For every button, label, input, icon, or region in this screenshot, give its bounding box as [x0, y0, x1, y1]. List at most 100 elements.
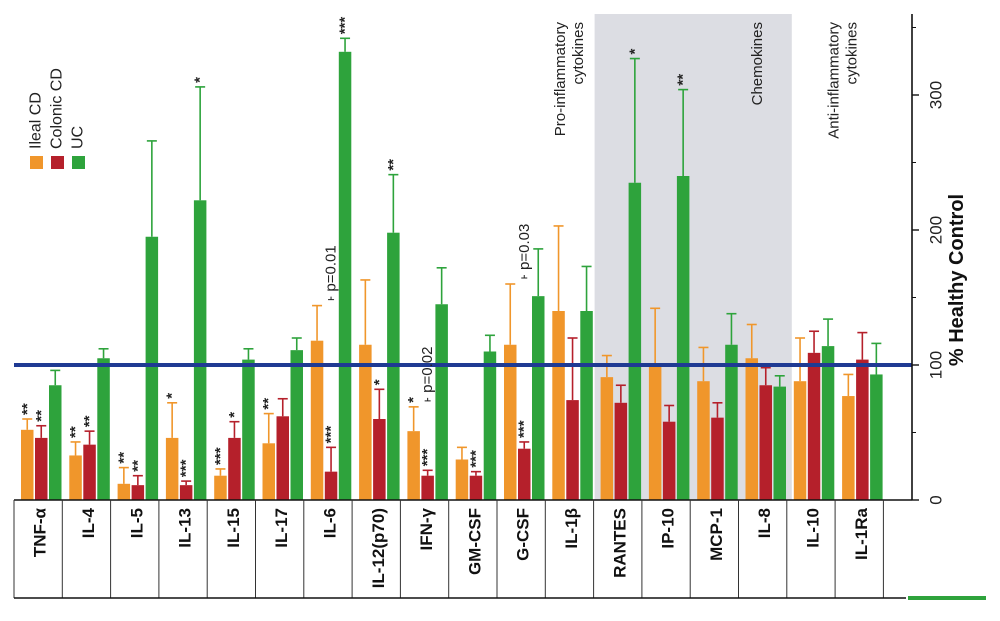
- category-label-il-8: IL-8: [755, 508, 774, 538]
- group-label-chemokines: Chemokines: [749, 22, 766, 105]
- bar-uc-gm-csf: [483, 351, 497, 500]
- error-bars: [22, 37, 882, 486]
- legend-label-colonic-cd: Colonic CD: [49, 68, 66, 149]
- significance-ileal-cd-ifn: *: [405, 397, 422, 403]
- bar-uc-g-csf: [532, 296, 545, 500]
- bar-colonic-cd-il-10: [807, 352, 821, 500]
- bar-colonic-cd-rantes: [614, 402, 628, 500]
- significance-colonic-cd-gm-csf: ***: [467, 450, 484, 468]
- group-label-cytokines: cytokines: [570, 22, 587, 85]
- significance-uc-ip-10: **: [675, 74, 692, 86]
- category-label-il-6: IL-6: [320, 508, 339, 538]
- bar-ileal-cd-il-13: [165, 437, 179, 500]
- significance-ileal-cd-tnf: **: [19, 403, 36, 415]
- category-label-il-5: IL-5: [127, 508, 146, 538]
- bar-colonic-cd-tnf: [35, 437, 48, 500]
- category-label-il-4: IL-4: [79, 507, 98, 538]
- category-label-gm-csf: GM-CSF: [465, 508, 484, 575]
- axes: 0 100 200 300 % Healthy Control: [13, 14, 986, 600]
- group-label-pro-inflammatory: Pro-inflammatory: [552, 22, 569, 137]
- bar-uc-il-1: [580, 311, 593, 500]
- bar-colonic-cd-il-17: [276, 416, 289, 500]
- bar-colonic-cd-gm-csf: [469, 475, 483, 500]
- bar-ileal-cd-rantes: [600, 377, 614, 500]
- bar-ileal-cd-ifn: [407, 431, 420, 500]
- bar-colonic-cd-il-13: [179, 485, 193, 500]
- significance-colonic-cd-g-csf: ***: [516, 420, 533, 438]
- pvalue-il-6: p=0.01: [323, 245, 340, 291]
- category-label-il-17: IL-17: [272, 508, 291, 548]
- bar-uc-il-8: [773, 386, 786, 500]
- y-tick-label-0: 0: [927, 495, 946, 504]
- category-label-il-15: IL-15: [224, 508, 243, 548]
- chemokines-shaded-region: [594, 14, 792, 500]
- significance-ileal-cd-il-17: **: [260, 398, 277, 410]
- pvalue-bracket-il-6: [328, 296, 335, 301]
- annotations: TNF-α IL-4 IL-5 IL-13 IL-15 IL-17 IL-6 IL-12(p7…: [19, 17, 871, 589]
- legend-swatch-uc: [72, 156, 85, 169]
- y-tick-label-300: 300: [927, 81, 946, 109]
- significance-colonic-cd-il-4: **: [81, 415, 98, 427]
- bar-uc-il-5: [145, 236, 159, 500]
- bar-uc-il-4: [97, 358, 110, 500]
- significance-uc-il-6: ***: [337, 17, 354, 35]
- bar-ileal-cd-il-12-p70: [359, 344, 372, 500]
- legend-label-uc: UC: [70, 126, 87, 149]
- bar-colonic-cd-g-csf: [518, 448, 531, 500]
- category-label-mcp-1: MCP-1: [707, 508, 726, 561]
- bar-ileal-cd-il-5: [117, 483, 131, 500]
- bar-uc-rantes: [628, 182, 642, 500]
- bar-ileal-cd-gm-csf: [455, 459, 469, 500]
- category-label-rantes: RANTES: [610, 508, 629, 578]
- group-label-anti-inflammatory: Anti-inflammatory: [826, 22, 843, 139]
- bar-uc-ifn: [435, 304, 448, 500]
- significance-ileal-cd-il-15: ***: [212, 447, 229, 465]
- bar-ileal-cd-il-10: [793, 381, 807, 500]
- bar-colonic-cd-il-4: [83, 444, 96, 500]
- significance-ileal-cd-il-5: **: [115, 452, 132, 464]
- bar-uc-il-10: [821, 346, 835, 500]
- significance-uc-il-12-p70: **: [385, 159, 402, 171]
- significance-colonic-cd-tnf: **: [33, 410, 50, 422]
- bar-colonic-cd-il-6: [324, 471, 338, 500]
- category-label-il-1: IL-1β: [562, 508, 581, 549]
- bar-uc-il-17: [290, 350, 303, 500]
- significance-colonic-cd-il-13: ***: [178, 459, 195, 477]
- bar-colonic-cd-ifn: [421, 475, 434, 500]
- bar-ileal-cd-il-6: [310, 340, 324, 500]
- legend: Ileal CD Colonic CD UC: [28, 68, 87, 169]
- category-label-il-1ra: IL-1Ra: [852, 507, 871, 560]
- category-label-il-13: IL-13: [176, 508, 195, 548]
- bar-uc-il-6: [338, 51, 352, 501]
- pvalue-ifn: p=0.02: [419, 347, 436, 393]
- significance-colonic-cd-il-12-p70: *: [371, 379, 388, 385]
- bar-ileal-cd-tnf: [21, 429, 34, 500]
- pvalue-bracket-g-csf: [521, 275, 528, 279]
- significance-ileal-cd-il-13: *: [164, 393, 181, 399]
- y-tick-label-100: 100: [927, 351, 946, 379]
- bar-colonic-cd-il-15: [228, 437, 241, 500]
- bar-ileal-cd-mcp-1: [697, 381, 710, 500]
- legend-swatch-ileal-cd: [30, 156, 43, 169]
- bars: [21, 51, 883, 501]
- bar-ileal-cd-il-17: [262, 443, 275, 500]
- y-tick-label-200: 200: [927, 216, 946, 244]
- significance-colonic-cd-il-6: ***: [323, 426, 340, 444]
- y-axis-label: % Healthy Control: [946, 194, 968, 366]
- legend-swatch-colonic-cd: [51, 156, 64, 169]
- bar-ileal-cd-g-csf: [504, 344, 517, 500]
- bar-ileal-cd-il-1ra: [842, 396, 855, 500]
- category-label-g-csf: G-CSF: [514, 508, 533, 561]
- significance-uc-il-13: *: [192, 77, 209, 83]
- significance-colonic-cd-il-15: *: [226, 412, 243, 418]
- significance-uc-rantes: *: [626, 49, 643, 55]
- significance-ileal-cd-il-4: **: [67, 426, 84, 438]
- bar-colonic-cd-il-5: [131, 485, 145, 500]
- bar-colonic-cd-mcp-1: [711, 417, 724, 500]
- significance-colonic-cd-il-5: **: [129, 460, 146, 472]
- bar-colonic-cd-il-1ra: [856, 359, 869, 500]
- category-label-il-10: IL-10: [803, 508, 822, 548]
- bar-uc-tnf: [49, 385, 62, 500]
- category-label-tnf: TNF-α: [31, 507, 50, 557]
